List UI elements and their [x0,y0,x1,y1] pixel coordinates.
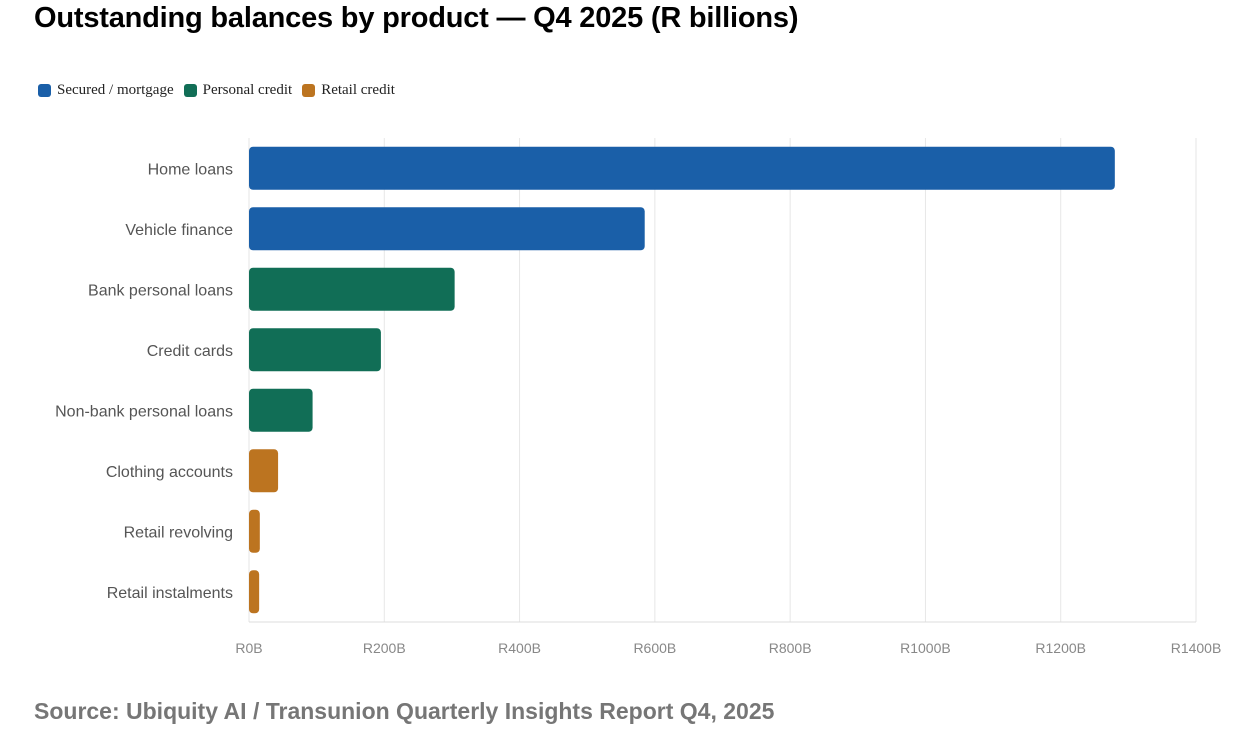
legend-swatch-secured [38,84,51,97]
x-tick-label: R0B [235,640,262,656]
category-label: Bank personal loans [88,282,233,299]
bar[interactable] [249,449,279,493]
legend-swatch-personal [183,84,197,97]
legend-item-secured[interactable]: Secured / mortgage [38,82,174,99]
bar[interactable] [249,328,381,372]
category-label: Clothing accounts [106,464,233,481]
category-label: Retail instalments [107,585,233,602]
bar[interactable] [249,570,260,614]
legend-swatch-retail [302,84,316,97]
category-labels: Home loans Vehicle finance Bank personal l… [55,161,233,602]
x-tick-label: R1000B [900,640,951,656]
bar-chart: Home loans Vehicle finance Bank personal l… [55,138,1221,656]
legend-item-personal[interactable]: Personal credit [183,82,293,99]
category-label: Non-bank personal loans [55,403,233,420]
x-tick-label: R400B [498,640,541,656]
bar[interactable] [249,509,260,553]
legend-label-secured: Secured / mortgage [57,82,174,98]
chart-legend: Secured / mortgage Personal credit Retai… [38,82,405,99]
legend-label-personal: Personal credit [202,82,293,98]
bar[interactable] [249,207,645,251]
bar[interactable] [249,388,313,432]
category-label: Home loans [148,161,233,178]
bar[interactable] [249,267,455,311]
legend-item-retail[interactable]: Retail credit [302,82,395,99]
x-tick-label: R600B [633,640,676,656]
source-note: Source: Ubiquity AI / Transunion Quarter… [34,698,775,724]
x-tick-label: R800B [769,640,812,656]
x-tick-label: R1400B [1171,640,1222,656]
category-label: Credit cards [147,343,233,360]
bars [249,146,1115,614]
x-tick-labels: R0B R200B R400B R600B R800B R1000B R1200B R1400… [235,640,1221,656]
category-label: Retail revolving [124,524,233,541]
bar[interactable] [249,146,1115,190]
legend-label-retail: Retail credit [321,82,395,98]
chart-title: Outstanding balances by product — Q4 202… [34,2,799,34]
x-tick-label: R200B [363,640,406,656]
x-tick-label: R1200B [1035,640,1086,656]
category-label: Vehicle finance [125,222,233,239]
